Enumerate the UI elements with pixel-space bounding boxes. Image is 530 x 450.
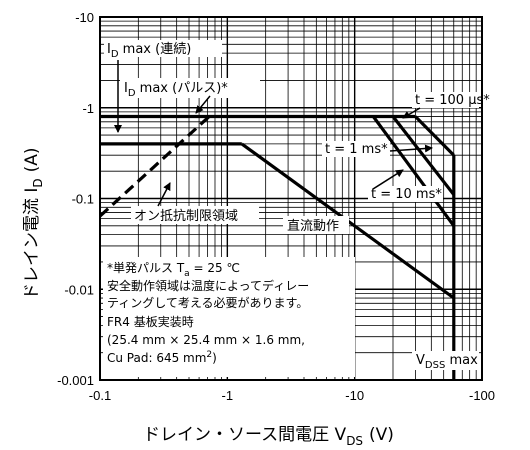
notes-box [103,257,355,377]
y-tick-labels: -10 -1 -0.1 -0.01 -0.001 [57,10,94,388]
label-id-max-pulse: ID max (パルス)* [124,81,228,99]
note-line-5: (25.4 mm × 25.4 mm × 1.6 mm, [107,333,305,347]
y-tick-label: -0.01 [64,282,94,297]
label-bg-100us [412,92,479,108]
arrow-100us [402,107,421,119]
label-bg-1ms [322,141,390,157]
arrow-1ms [389,144,433,153]
x-axis-label: ドレイン・ソース間電圧 VDS (V) [143,425,394,448]
series-t-10ms [372,115,456,227]
label-vdss-max: VDSS max [416,353,478,371]
y-tick-label: -0.1 [72,192,94,207]
label-bg-id-pulse [120,78,260,98]
x-tick-label: -10 [345,388,364,403]
label-bg-dc [283,216,349,234]
arrow-id-pulse [195,95,211,114]
y-axis-label: ドレイン電流 ID(A) [22,147,45,300]
label-bg-id-cont [104,40,222,57]
y-tick-label: -10 [75,10,94,25]
note-line-4: FR4 基板実装時 [107,314,194,329]
label-t-100us: t = 100 μs* [415,93,490,108]
label-bg-vdss [412,351,479,370]
x-tick-labels: -0.1 -1 -10 -100 [89,388,495,403]
label-t-10ms: t = 10 ms* [371,187,442,202]
plot-frame [99,16,483,381]
x-tick-label: -0.1 [89,388,111,403]
x-tick-label: -100 [469,388,495,403]
note-line-1: *単発パルス Ta = 25 ℃ [107,261,240,279]
y-tick-label: -0.001 [57,373,94,388]
label-bg-ron [131,206,259,224]
label-on-resistance-limit: オン抵抗制限領域 [134,208,238,224]
note-line-2: 安全動作領域は温度によってディレー [107,278,309,293]
arrow-10ms [372,169,404,190]
series-t-1ms [391,115,456,196]
note-line-3: ティングして考える必要があります。 [107,295,308,310]
y-tick-label: -1 [82,101,94,116]
label-dc-operation: 直流動作 [287,219,339,234]
series-t-100us [414,115,455,157]
series-on-resistance-limit [98,115,211,218]
label-id-max-continuous: ID max (連続) [107,42,191,60]
label-bg-10ms [368,186,443,202]
x-tick-label: -1 [222,388,234,403]
arrow-on-resistance [157,182,171,207]
note-line-6: Cu Pad: 645 mm2) [107,350,217,365]
label-t-1ms: t = 1 ms* [325,142,388,157]
